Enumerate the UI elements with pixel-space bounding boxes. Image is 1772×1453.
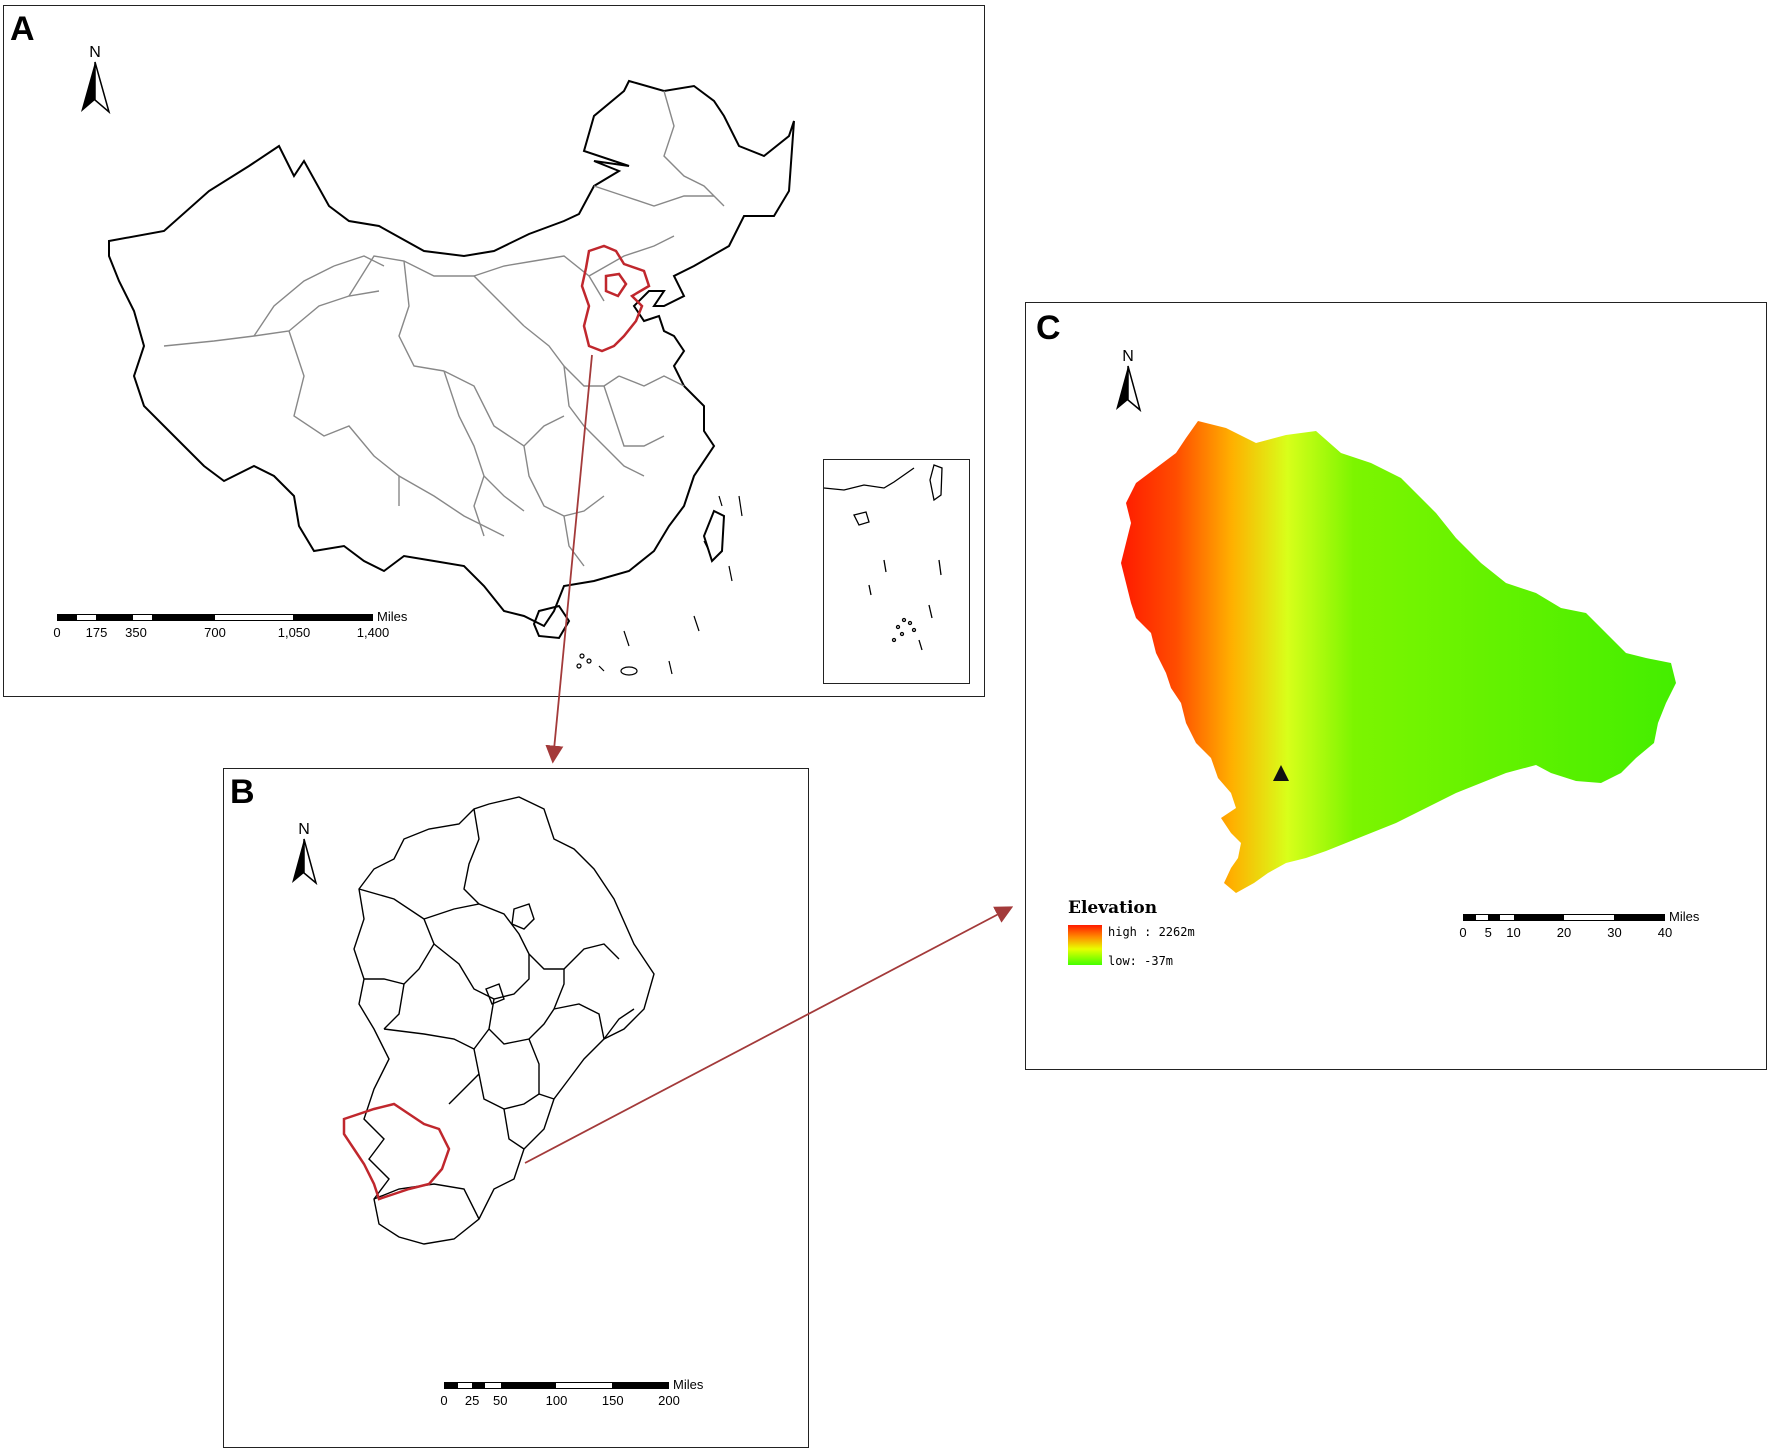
- panel-b-hebei-map: B N: [223, 768, 809, 1448]
- hebei-outline: [353, 796, 655, 1245]
- scale-tick: 1,050: [277, 625, 311, 640]
- inset-map: [823, 464, 943, 651]
- scale-tick: 100: [545, 1393, 568, 1408]
- china-map: [108, 79, 795, 676]
- hainan-island: [532, 604, 571, 640]
- scale-tick: 30: [1607, 925, 1622, 940]
- hebei-cities-map: [342, 796, 655, 1245]
- scale-tick: 0: [53, 625, 61, 640]
- panel-b-scale-units: Miles: [673, 1377, 704, 1392]
- panel-c-north-arrow: N: [1108, 348, 1148, 431]
- north-arrow-icon: [81, 61, 111, 115]
- scale-tick: 0: [440, 1393, 448, 1408]
- elevation-raster: [1121, 421, 1676, 893]
- panel-b-label: B: [230, 773, 255, 811]
- elevation-low-label: low: -37m: [1108, 954, 1174, 968]
- panel-a-label: A: [10, 10, 35, 48]
- taiwan-island: [702, 509, 726, 563]
- north-arrow-icon: [1116, 365, 1142, 413]
- north-arrow-icon: [292, 838, 318, 886]
- panel-a-scale-bar: Miles 0 175 350 700 1,050 1,400: [53, 609, 407, 643]
- scale-tick: 20: [1556, 925, 1572, 940]
- shijiazhuang-outline: [342, 1102, 451, 1201]
- panel-c-label: C: [1036, 309, 1061, 347]
- panel-b-north-arrow: N: [284, 821, 324, 904]
- panel-a-china-map: A N: [3, 5, 985, 697]
- elevation-high-label: high : 2262m: [1108, 925, 1195, 939]
- scale-tick: 50: [493, 1393, 508, 1408]
- beijing-tianjin-outline: [604, 272, 628, 298]
- elevation-region-shape: [1121, 421, 1676, 893]
- scale-tick: 10: [1506, 925, 1521, 940]
- elevation-color-ramp: [1068, 925, 1102, 965]
- panel-a-scale-units: Miles: [377, 609, 408, 624]
- scale-tick: 25: [464, 1393, 480, 1408]
- panel-c-scale-units: Miles: [1669, 909, 1700, 924]
- scale-tick: 40: [1657, 925, 1673, 940]
- panel-c-scale-bar: Miles 0 5 10 20 30 40: [1459, 909, 1699, 943]
- scale-tick: 175: [85, 625, 108, 640]
- panel-a-north-arrow: N: [75, 44, 115, 137]
- hebei-province-outline: [580, 244, 651, 353]
- china-outline: [108, 79, 795, 628]
- panel-c-north-letter: N: [1122, 348, 1134, 365]
- scale-tick: 5: [1484, 925, 1492, 940]
- panel-b-north-letter: N: [298, 821, 310, 838]
- panel-c-elevation-map: C N Elevation high : 2262m low: -37m: [1025, 302, 1767, 1070]
- peak-marker-icon: [1273, 765, 1289, 781]
- scale-tick: 1,400: [356, 625, 390, 640]
- scale-tick: 150: [601, 1393, 624, 1408]
- scale-tick: 700: [204, 625, 226, 640]
- scale-tick: 200: [658, 1393, 680, 1408]
- south-china-sea-inset: [823, 459, 970, 684]
- panel-b-scale-bar: Miles 0 25 50 100 150 200: [440, 1377, 703, 1411]
- elevation-legend-title: Elevation: [1068, 898, 1158, 918]
- scale-tick: 0: [1459, 925, 1467, 940]
- panel-a-north-letter: N: [89, 44, 101, 61]
- scale-tick: 350: [125, 625, 147, 640]
